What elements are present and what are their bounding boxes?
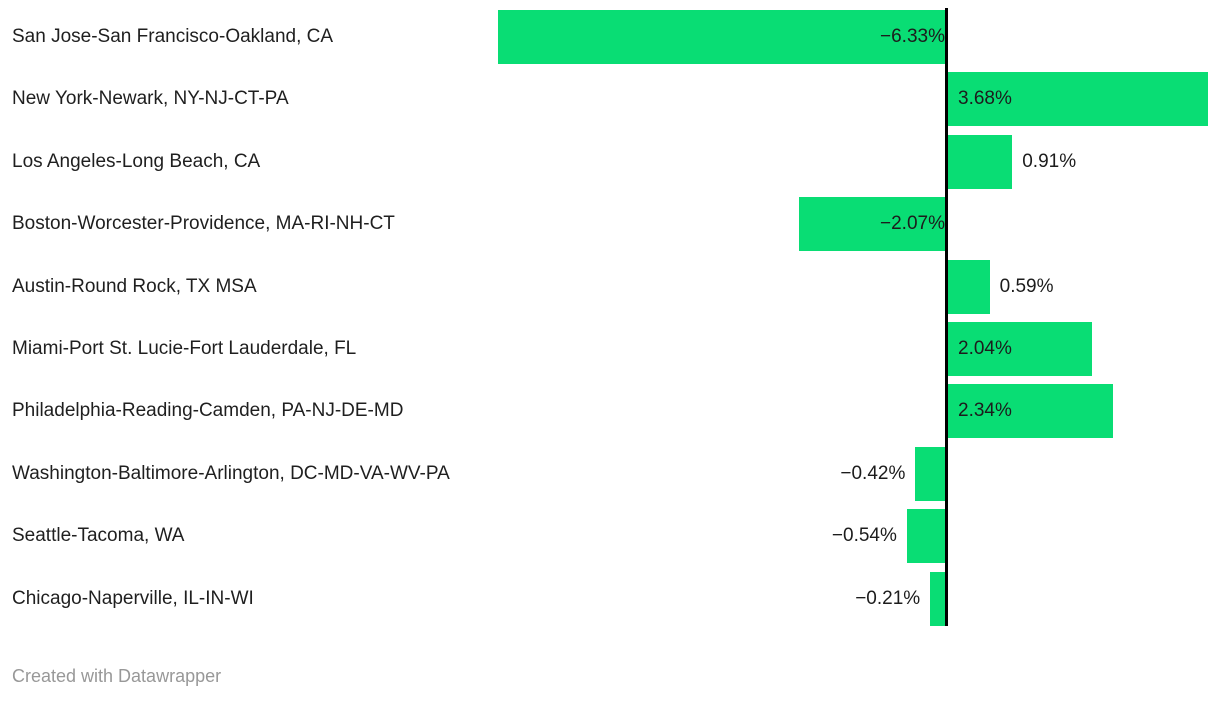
category-label: Chicago-Naperville, IL-IN-WI — [12, 587, 254, 609]
attribution: Created with Datawrapper — [12, 666, 222, 686]
value-label: −2.07% — [880, 213, 945, 235]
zero-baseline — [945, 8, 948, 626]
value-label: 3.68% — [958, 88, 1012, 110]
category-label: Seattle-Tacoma, WA — [12, 525, 185, 547]
value-label: 2.34% — [958, 400, 1012, 422]
value-label: −0.21% — [855, 587, 921, 609]
category-label: San Jose-San Francisco-Oakland, CA — [12, 26, 334, 48]
bar — [948, 72, 1208, 127]
category-label: Philadelphia-Reading-Camden, PA-NJ-DE-MD — [12, 400, 404, 422]
category-label: Miami-Port St. Lucie-Fort Lauderdale, FL — [12, 338, 357, 360]
bar-chart: San Jose-San Francisco-Oakland, CA −6.33%… — [12, 8, 1208, 626]
value-label: −0.42% — [840, 462, 906, 484]
value-label: −0.54% — [831, 525, 897, 547]
bar — [948, 322, 1093, 376]
category-label: Austin-Round Rock, TX MSA — [12, 275, 257, 297]
value-label: 2.04% — [958, 338, 1012, 359]
value-label: 0.91% — [1022, 150, 1077, 172]
value-label: 0.59% — [999, 275, 1054, 297]
value-label: −6.33% — [880, 26, 945, 47]
bar — [930, 571, 945, 626]
bar — [798, 197, 945, 252]
category-label: New York-Newark, NY-NJ-CT-PA — [12, 88, 289, 110]
bar — [948, 384, 1114, 439]
category-label: Boston-Worcester-Providence, MA-RI-NH-CT — [12, 213, 395, 235]
bar — [906, 509, 945, 564]
bar — [498, 10, 945, 64]
bar — [948, 134, 1013, 189]
category-label: Los Angeles-Long Beach, CA — [12, 150, 261, 172]
bar — [948, 259, 990, 314]
bar — [915, 446, 945, 501]
category-label: Washington-Baltimore-Arlington, DC-MD-VA… — [12, 462, 450, 484]
